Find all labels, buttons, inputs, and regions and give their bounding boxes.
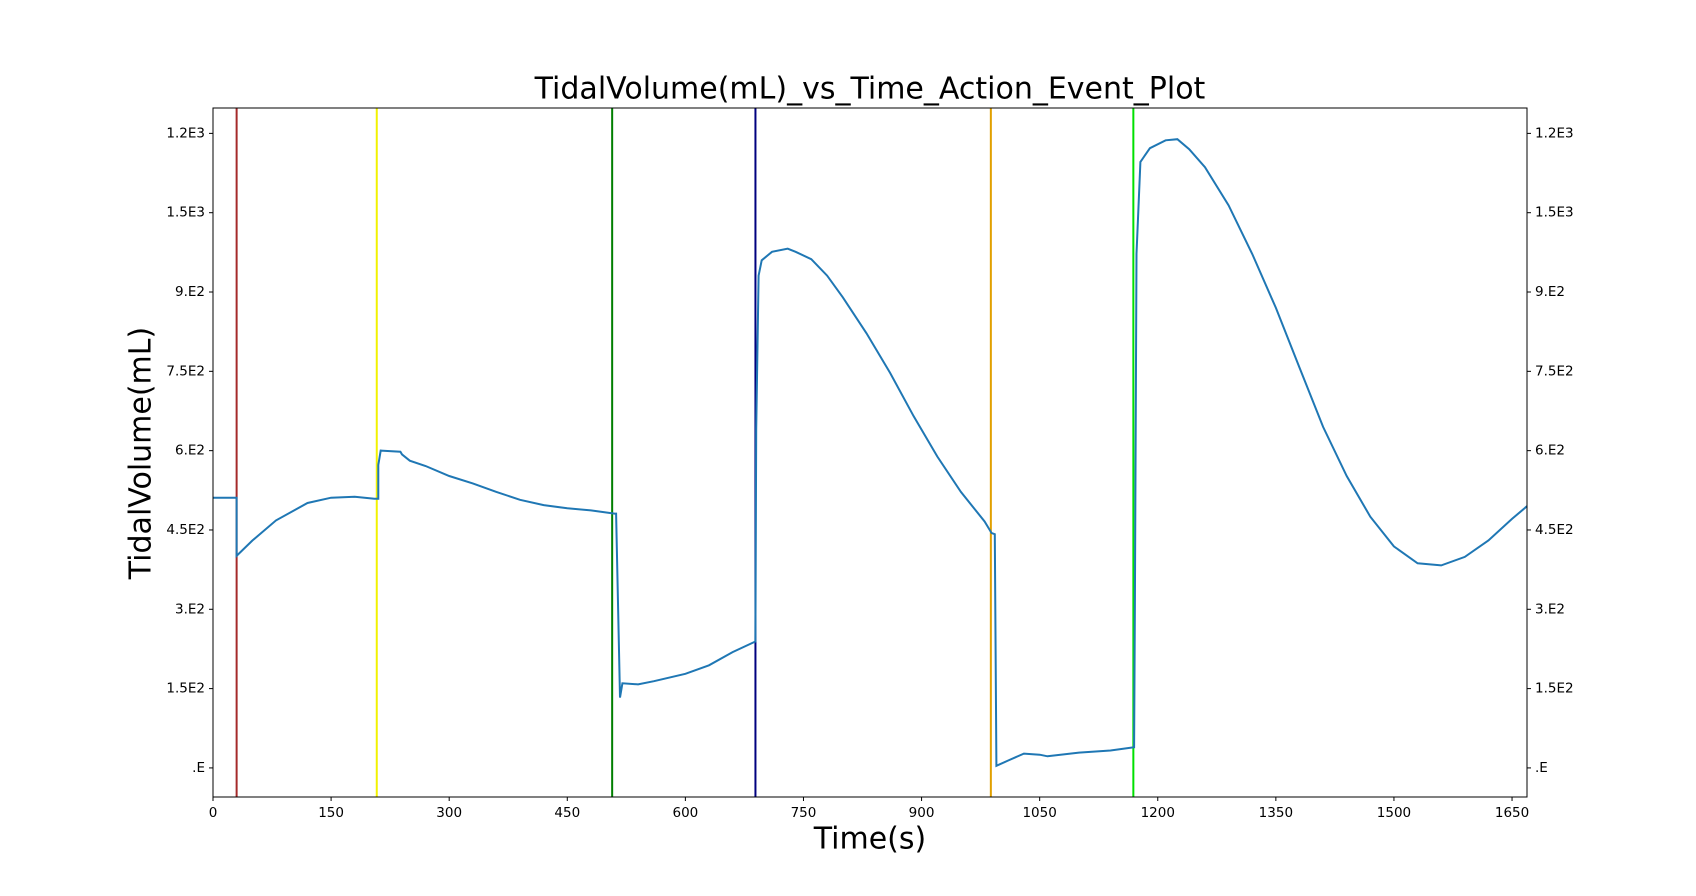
x-tick-label: 750 xyxy=(791,805,817,821)
x-tick-label: 300 xyxy=(436,805,462,821)
y-tick-label: 9.E2 xyxy=(175,284,205,300)
x-axis-label: Time(s) xyxy=(813,822,926,857)
x-tick-label: 1050 xyxy=(1022,805,1056,821)
y-tick-label: 1.5E2 xyxy=(166,681,205,697)
x-tick-label: 150 xyxy=(318,805,344,821)
data-line xyxy=(213,138,1528,768)
x-tick-label: 450 xyxy=(554,805,580,821)
y2-tick-label: 9.E2 xyxy=(1535,284,1565,300)
plot-frame xyxy=(212,107,1528,798)
y-tick-label: 6.E2 xyxy=(175,443,205,459)
y-tick-label: .E xyxy=(192,760,205,776)
chart-title: TidalVolume(mL)_vs_Time_Action_Event_Plo… xyxy=(534,72,1206,107)
x-tick-label: 0 xyxy=(209,805,218,821)
y-tick-label: 3.E2 xyxy=(175,601,205,617)
y2-tick-label: 1.5E3 xyxy=(1535,205,1574,221)
x-tick-label: 1650 xyxy=(1495,805,1529,821)
y-tick-label: 1.2E3 xyxy=(166,125,205,141)
x-tick-label: 1500 xyxy=(1377,805,1411,821)
y-tick-label: 4.5E2 xyxy=(166,522,205,538)
x-tick-label: 1350 xyxy=(1259,805,1293,821)
x-tick-label: 900 xyxy=(909,805,935,821)
y2-tick-label: 1.2E3 xyxy=(1535,125,1574,141)
y-tick-label: 7.5E2 xyxy=(166,363,205,379)
y2-tick-label: 3.E2 xyxy=(1535,601,1565,617)
y2-tick-label: .E xyxy=(1535,760,1548,776)
y-tick-label: 1.5E3 xyxy=(166,205,205,221)
y2-tick-label: 4.5E2 xyxy=(1535,522,1574,538)
x-tick-label: 600 xyxy=(672,805,698,821)
y-axis-label: TidalVolume(mL) xyxy=(124,327,159,580)
y2-tick-label: 7.5E2 xyxy=(1535,363,1574,379)
y2-tick-label: 6.E2 xyxy=(1535,443,1565,459)
x-tick-label: 1200 xyxy=(1141,805,1175,821)
y2-tick-label: 1.5E2 xyxy=(1535,681,1574,697)
